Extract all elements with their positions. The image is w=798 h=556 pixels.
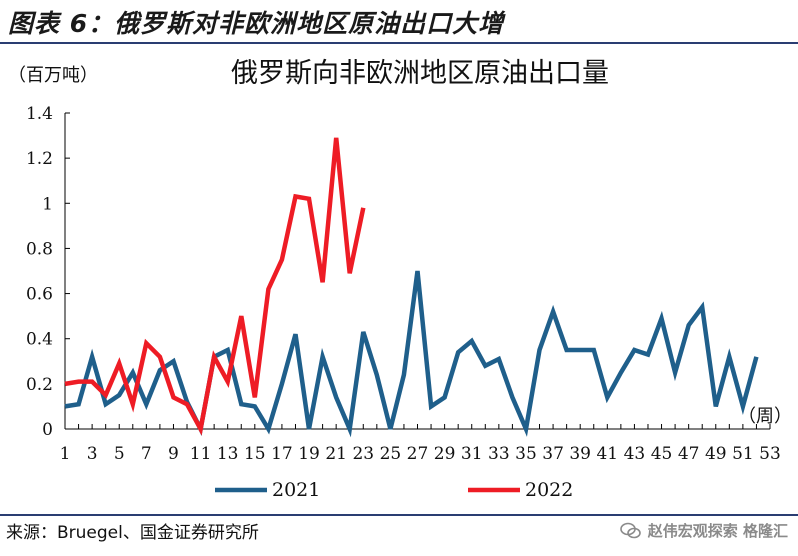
x-tick-label: 13 [217,444,239,464]
x-tick-label: 3 [87,444,98,464]
y-tick-label: 0.6 [26,285,53,305]
x-tick-label: 43 [624,444,646,464]
y-tick-label: 1.4 [26,104,53,124]
x-tick-label: 49 [705,444,727,464]
x-tick-label: 51 [732,444,754,464]
y-tick-label: 1.2 [26,149,53,169]
footer-divider [0,514,798,516]
source-note: 来源：Bruegel、国金证券研究所 [6,523,259,543]
x-tick-label: 5 [114,444,125,464]
legend-label-2021: 2021 [272,479,320,501]
x-tick-label: 21 [325,444,347,464]
series-lines [64,137,759,438]
series-line-2022 [64,137,366,436]
x-tick-label: 47 [678,444,700,464]
x-tick-label: 41 [596,444,618,464]
x-tick-label: 19 [298,444,320,464]
figure-title: 图表 6：俄罗斯对非欧洲地区原油出口大增 [8,9,505,38]
report-header: 图表 6：俄罗斯对非欧洲地区原油出口大增 [0,0,798,40]
y-tick-label: 0.8 [26,239,53,259]
watermark-text: 赵伟宏观探索 格隆汇 [647,522,788,540]
x-tick-label: 7 [141,444,152,464]
x-tick-label: 11 [190,444,212,464]
x-tick-label: 35 [515,444,537,464]
x-tick-label: 45 [651,444,673,464]
x-tick-label: 33 [488,444,510,464]
y-axis-label: （百万吨） [8,65,98,86]
x-tick-label: 29 [434,444,456,464]
x-tick-label: 23 [352,444,374,464]
x-tick-label: 1 [60,444,71,464]
axes: 00.20.40.60.811.21.41 3 5 7 9 11 13 15 17 19 21 23 2… [26,104,781,464]
x-tick-label: 17 [271,444,293,464]
x-tick-label: 27 [407,444,429,464]
x-tick-label: 9 [168,444,179,464]
legend: 2021 2022 [215,479,573,501]
x-tick-label: 31 [461,444,483,464]
line-chart: 俄罗斯向非欧洲地区原油出口量 （百万吨） （周） 00.20.40.60.811… [8,58,792,501]
y-tick-label: 0.2 [26,375,53,395]
y-tick-label: 0.4 [26,330,53,350]
x-tick-label: 53 [759,444,781,464]
wechat-icon [619,522,641,538]
header-divider [0,42,798,44]
x-tick-label: 37 [542,444,564,464]
series-line-2021 [64,270,759,438]
x-tick-label: 39 [569,444,591,464]
x-axis-label: （周） [738,406,792,427]
x-tick-label: 15 [244,444,266,464]
chart-title: 俄罗斯向非欧洲地区原油出口量 [231,58,609,89]
x-tick-label: 25 [380,444,402,464]
y-tick-label: 0 [42,420,53,440]
legend-label-2022: 2022 [525,479,573,501]
y-tick-label: 1 [42,194,53,214]
watermark: 赵伟宏观探索 格隆汇 [619,520,788,541]
